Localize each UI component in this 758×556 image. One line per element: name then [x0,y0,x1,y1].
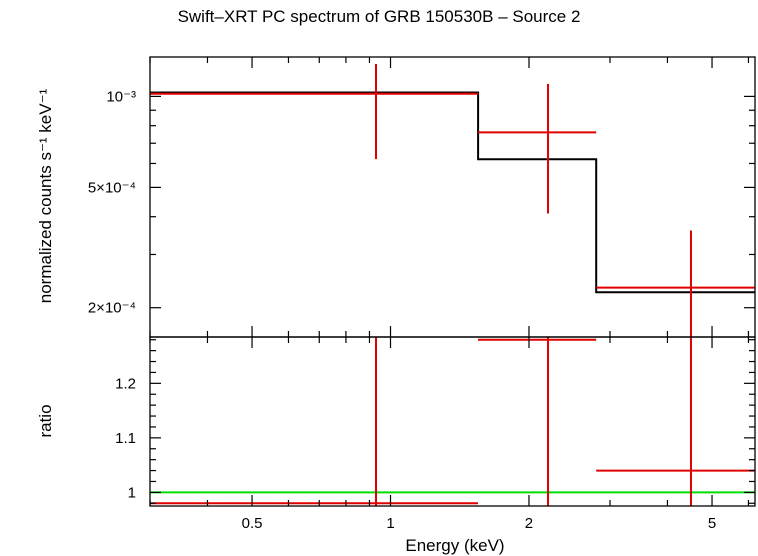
ratio-y-tick-label: 1.2 [115,375,136,392]
spectrum-y-tick-label: 5×10⁻⁴ [88,179,136,196]
ratio-frame [149,336,756,507]
spectrum-y-tick-label: 10⁻³ [106,88,136,105]
x-axis-label: Energy (keV) [405,536,504,555]
y-axis-label-spectrum: normalized counts s⁻¹ keV⁻¹ [36,88,55,303]
spectrum-model-line [150,91,755,294]
spectrum-y-tick-label: 2×10⁻⁴ [88,300,136,317]
x-tick-label: 5 [708,515,716,532]
x-tick-label: 2 [525,515,533,532]
y-axis-label-ratio: ratio [36,404,55,437]
x-tick-label: 0.5 [242,515,263,532]
chart-title: Swift–XRT PC spectrum of GRB 150530B – S… [177,7,581,26]
ratio-y-tick-label: 1 [128,484,136,501]
ratio-y-tick-label: 1.1 [115,430,136,447]
spectrum-frame [149,56,756,338]
x-tick-label: 1 [386,515,394,532]
